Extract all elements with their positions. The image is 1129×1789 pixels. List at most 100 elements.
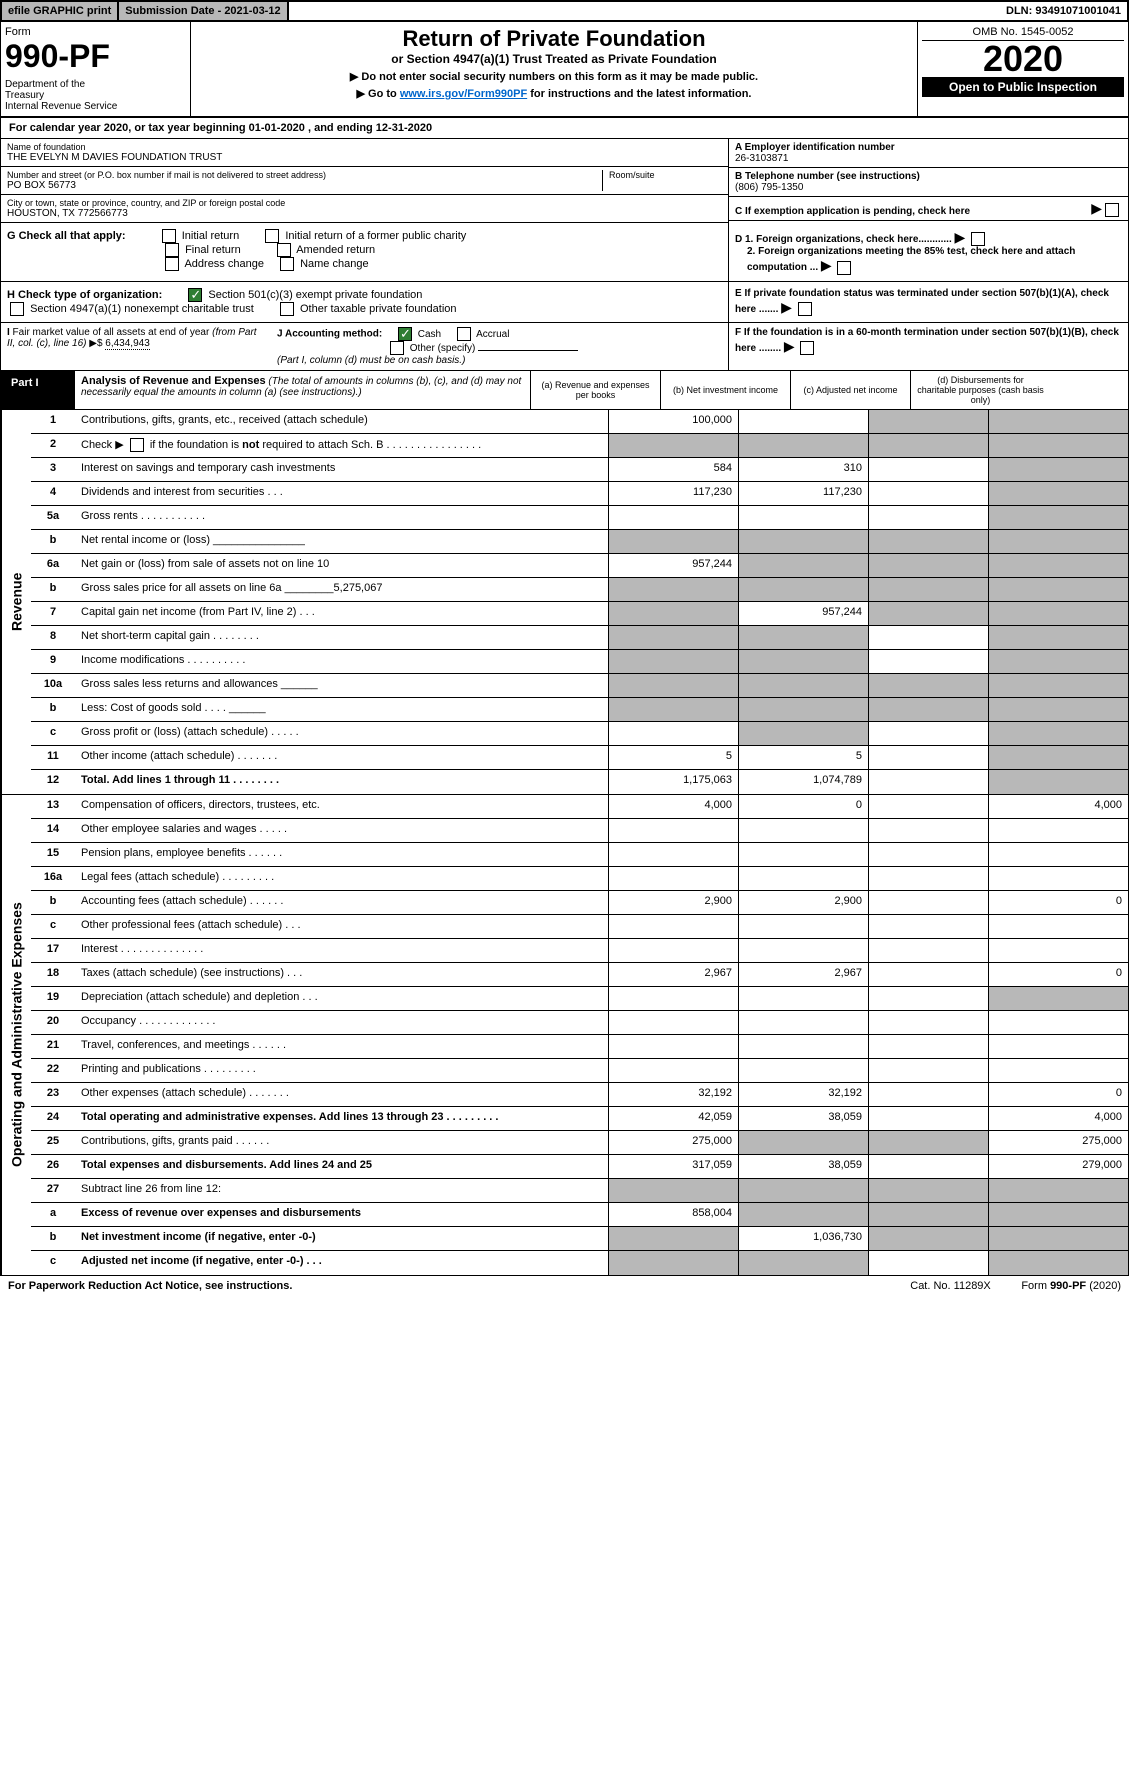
table-row: 2 Check ▶ if the foundation is not requi… xyxy=(31,434,1128,458)
row-description: Pension plans, employee benefits . . . .… xyxy=(75,843,608,866)
g-address-checkbox[interactable] xyxy=(165,257,179,271)
table-cell xyxy=(608,602,738,625)
table-cell xyxy=(738,915,868,938)
table-cell xyxy=(738,987,868,1010)
revenue-side-label: Revenue xyxy=(1,410,31,794)
row-description: Net investment income (if negative, ente… xyxy=(75,1227,608,1250)
col-c-header: (c) Adjusted net income xyxy=(790,371,910,409)
table-cell: 2,900 xyxy=(608,891,738,914)
table-cell: 32,192 xyxy=(608,1083,738,1106)
c-checkbox[interactable] xyxy=(1105,203,1119,217)
table-cell xyxy=(988,1227,1128,1250)
table-cell xyxy=(738,867,868,890)
table-cell xyxy=(608,674,738,697)
row-description: Legal fees (attach schedule) . . . . . .… xyxy=(75,867,608,890)
h-4947-checkbox[interactable] xyxy=(10,302,24,316)
row-description: Travel, conferences, and meetings . . . … xyxy=(75,1035,608,1058)
e-checkbox[interactable] xyxy=(798,302,812,316)
row-description: Total expenses and disbursements. Add li… xyxy=(75,1155,608,1178)
j-cash-checkbox[interactable] xyxy=(398,327,412,341)
table-cell: 317,059 xyxy=(608,1155,738,1178)
table-cell xyxy=(868,939,988,962)
expenses-table: Operating and Administrative Expenses 13… xyxy=(0,795,1129,1276)
table-cell xyxy=(738,939,868,962)
ein-value: 26-3103871 xyxy=(735,153,1122,164)
table-cell xyxy=(608,434,738,457)
form-note1: ▶ Do not enter social security numbers o… xyxy=(199,70,909,83)
h-501c3-checkbox[interactable] xyxy=(188,288,202,302)
table-cell xyxy=(988,1179,1128,1202)
j-accrual-checkbox[interactable] xyxy=(457,327,471,341)
table-cell xyxy=(868,602,988,625)
footer-left: For Paperwork Reduction Act Notice, see … xyxy=(8,1280,292,1292)
table-cell xyxy=(868,1107,988,1130)
row-number: 11 xyxy=(31,746,75,769)
h-other-checkbox[interactable] xyxy=(280,302,294,316)
address: PO BOX 56773 xyxy=(7,180,602,191)
table-cell xyxy=(608,650,738,673)
sch-b-checkbox[interactable] xyxy=(130,438,144,452)
row-number: c xyxy=(31,1251,75,1275)
table-row: 19 Depreciation (attach schedule) and de… xyxy=(31,987,1128,1011)
f-checkbox[interactable] xyxy=(800,341,814,355)
c-label: C If exemption application is pending, c… xyxy=(735,206,1091,217)
submission-date: Submission Date - 2021-03-12 xyxy=(119,2,288,20)
row-number: 8 xyxy=(31,626,75,649)
row-description: Excess of revenue over expenses and disb… xyxy=(75,1203,608,1226)
table-cell: 0 xyxy=(988,891,1128,914)
tel-label: B Telephone number (see instructions) xyxy=(735,171,1122,182)
g-amended-checkbox[interactable] xyxy=(277,243,291,257)
instructions-link[interactable]: www.irs.gov/Form990PF xyxy=(400,88,527,100)
row-number: 13 xyxy=(31,795,75,818)
g-name-checkbox[interactable] xyxy=(280,257,294,271)
j-label: J Accounting method: xyxy=(277,329,382,340)
form-footer: Form 990-PF (2020) xyxy=(1021,1280,1121,1292)
table-cell xyxy=(868,1227,988,1250)
table-cell: 32,192 xyxy=(738,1083,868,1106)
row-description: Other professional fees (attach schedule… xyxy=(75,915,608,938)
d1-checkbox[interactable] xyxy=(971,232,985,246)
row-description: Adjusted net income (if negative, enter … xyxy=(75,1251,608,1275)
row-description: Net gain or (loss) from sale of assets n… xyxy=(75,554,608,577)
table-cell xyxy=(738,1131,868,1154)
table-cell xyxy=(988,1035,1128,1058)
g-final-checkbox[interactable] xyxy=(165,243,179,257)
table-cell xyxy=(988,843,1128,866)
row-description: Income modifications . . . . . . . . . . xyxy=(75,650,608,673)
table-cell xyxy=(608,867,738,890)
table-cell: 584 xyxy=(608,458,738,481)
row-description: Other expenses (attach schedule) . . . .… xyxy=(75,1083,608,1106)
d2-checkbox[interactable] xyxy=(837,261,851,275)
row-number: 19 xyxy=(31,987,75,1010)
table-cell xyxy=(608,1011,738,1034)
table-cell xyxy=(608,1059,738,1082)
table-cell xyxy=(868,867,988,890)
row-number: 17 xyxy=(31,939,75,962)
table-row: 14 Other employee salaries and wages . .… xyxy=(31,819,1128,843)
row-description: Gross profit or (loss) (attach schedule)… xyxy=(75,722,608,745)
row-number: 4 xyxy=(31,482,75,505)
row-description: Occupancy . . . . . . . . . . . . . xyxy=(75,1011,608,1034)
form-title: Return of Private Foundation xyxy=(199,26,909,52)
efile-print-button[interactable]: efile GRAPHIC print xyxy=(2,2,119,20)
row-number: b xyxy=(31,530,75,553)
row-number: c xyxy=(31,722,75,745)
table-cell xyxy=(608,939,738,962)
row-description: Net short-term capital gain . . . . . . … xyxy=(75,626,608,649)
cat-no: Cat. No. 11289X xyxy=(910,1280,991,1292)
row-description: Gross sales less returns and allowances … xyxy=(75,674,608,697)
table-cell xyxy=(868,1155,988,1178)
table-row: b Gross sales price for all assets on li… xyxy=(31,578,1128,602)
table-cell: 279,000 xyxy=(988,1155,1128,1178)
table-cell xyxy=(868,578,988,601)
row-number: a xyxy=(31,1203,75,1226)
j-other-checkbox[interactable] xyxy=(390,341,404,355)
row-description: Gross rents . . . . . . . . . . . xyxy=(75,506,608,529)
g-initial-checkbox[interactable] xyxy=(162,229,176,243)
city-state-zip: HOUSTON, TX 772566773 xyxy=(7,208,722,219)
revenue-table: Revenue 1 Contributions, gifts, grants, … xyxy=(0,410,1129,795)
table-cell xyxy=(868,1203,988,1226)
g-initial-former-checkbox[interactable] xyxy=(265,229,279,243)
table-cell: 2,967 xyxy=(738,963,868,986)
form-label: Form xyxy=(5,26,186,38)
